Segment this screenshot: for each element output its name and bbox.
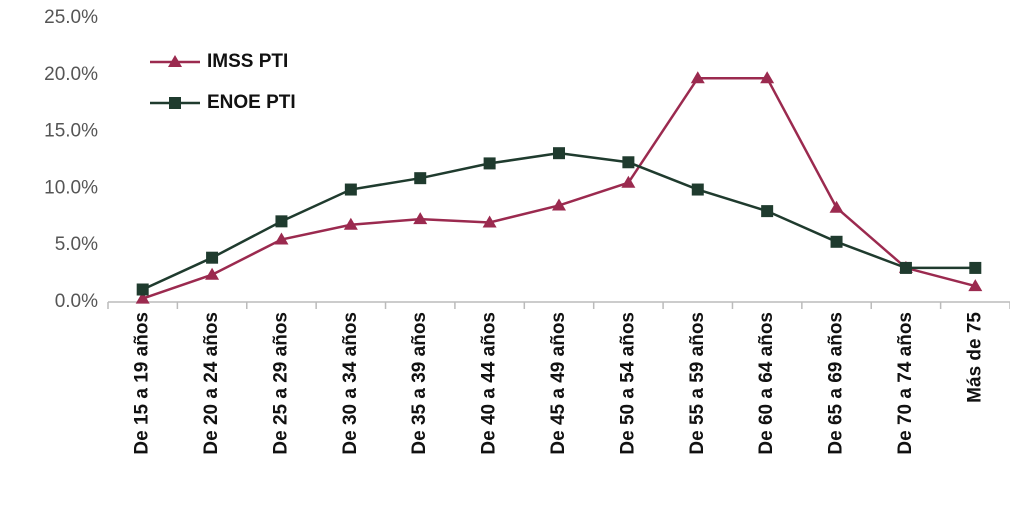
y-tick-label: 20.0% — [44, 64, 98, 85]
y-tick-label: 5.0% — [55, 234, 98, 255]
data-point — [205, 267, 220, 280]
x-tick-label: De 20 a 24 años — [201, 312, 222, 455]
data-point — [691, 183, 704, 196]
data-point — [968, 279, 983, 292]
x-tick-label: De 65 a 69 años — [826, 312, 847, 455]
data-point — [482, 215, 497, 228]
x-tick-label: De 40 a 44 años — [479, 312, 500, 455]
data-point — [206, 251, 219, 264]
x-tick-label: Más de 75 — [964, 312, 985, 403]
x-tick-label: De 25 a 29 años — [270, 312, 291, 455]
data-point — [274, 232, 289, 245]
data-point — [761, 205, 774, 218]
legend-label: ENOE PTI — [207, 92, 296, 113]
data-point — [136, 283, 149, 296]
x-tick-label: De 70 a 74 años — [895, 312, 916, 455]
data-point — [135, 291, 150, 304]
data-point — [621, 175, 636, 188]
x-tick-label: De 30 a 34 años — [340, 312, 361, 455]
data-point — [275, 215, 288, 228]
data-point — [413, 212, 428, 225]
legend-marker — [168, 55, 182, 67]
y-tick-label: 0.0% — [55, 291, 98, 312]
x-tick-label: De 45 a 49 años — [548, 312, 569, 455]
data-point — [553, 147, 565, 160]
data-point — [760, 71, 775, 84]
y-tick-label: 25.0% — [44, 7, 98, 28]
x-tick-label: De 35 a 39 años — [409, 312, 430, 455]
x-tick-label: De 50 a 54 años — [617, 312, 638, 455]
data-point — [829, 200, 844, 213]
y-tick-label: 10.0% — [44, 177, 98, 198]
data-point — [414, 172, 427, 185]
data-point — [969, 261, 982, 274]
data-point — [690, 71, 705, 84]
data-point — [552, 198, 566, 211]
data-point — [622, 156, 635, 169]
x-tick-label: De 55 a 59 años — [687, 312, 708, 455]
legend-marker — [169, 97, 181, 109]
data-point — [343, 217, 358, 230]
data-point — [483, 157, 496, 170]
x-tick-label: De 15 a 19 años — [132, 312, 153, 455]
x-tick-label: De 60 a 64 años — [756, 312, 777, 455]
data-point — [899, 261, 912, 274]
legend-label: IMSS PTI — [207, 51, 288, 72]
data-point — [344, 183, 357, 196]
data-point — [830, 235, 843, 248]
y-tick-label: 15.0% — [44, 121, 98, 142]
